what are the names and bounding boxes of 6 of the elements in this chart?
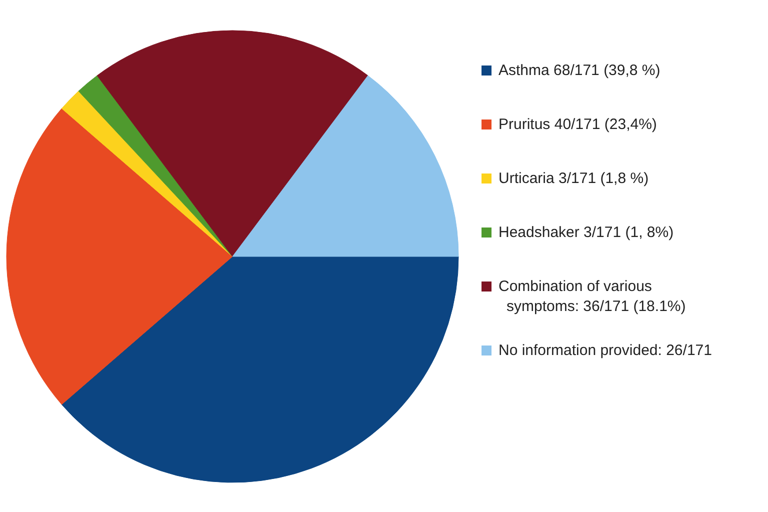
legend-label: Pruritus 40/171 (23,4%) [498,116,657,133]
legend-label: Urticaria 3/171 (1,8 %) [498,170,649,187]
legend-label: Headshaker 3/171 (1, 8%) [498,224,674,241]
legend-label: No information provided: 26/171 [498,342,712,359]
legend-label: Asthma 68/171 (39,8 %) [498,62,660,79]
legend-label: Combination of various symptoms: 36/171 (18.1%) [498,278,686,315]
